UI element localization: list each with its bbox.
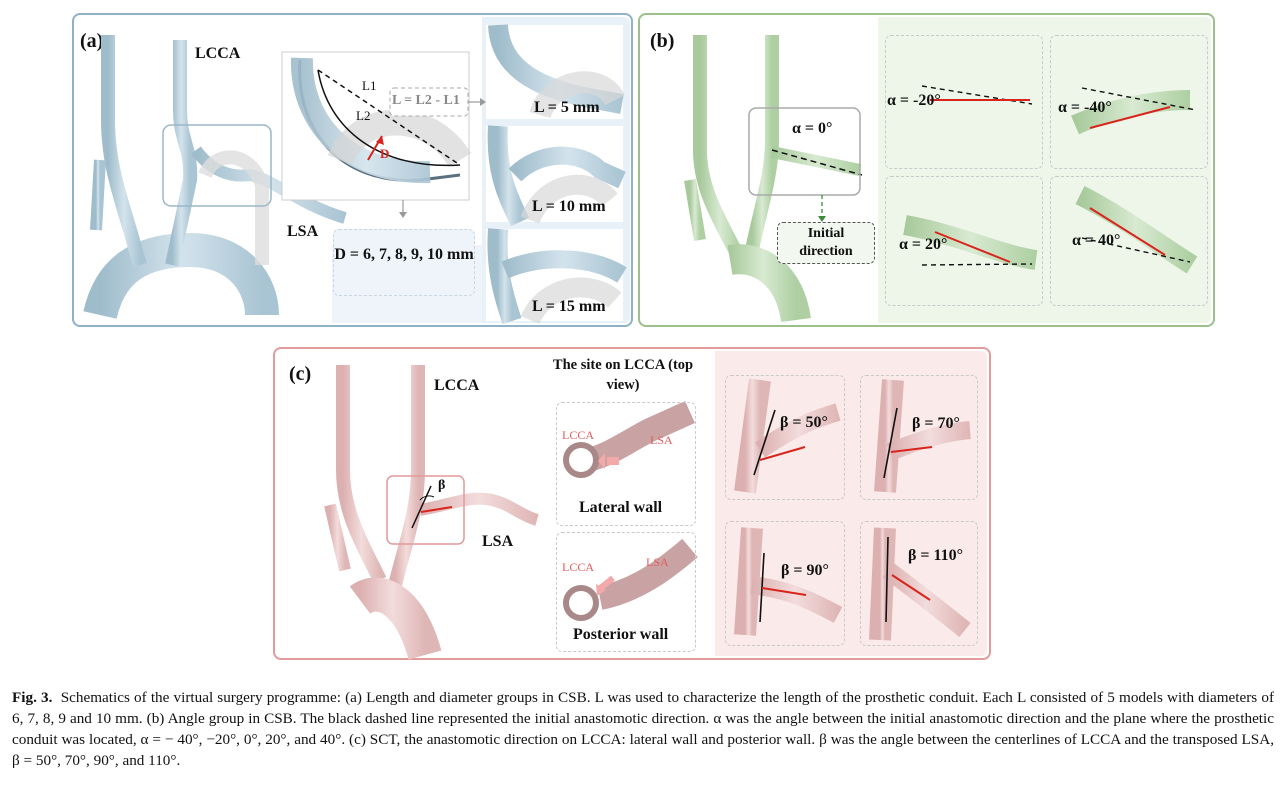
beta-90-label: β = 90° bbox=[781, 562, 829, 579]
caption-fig-number: Fig. 3. bbox=[12, 689, 53, 706]
length-5: L = 5 mm bbox=[534, 99, 600, 116]
caption-text: Schematics of the virtual surgery progra… bbox=[12, 689, 1275, 769]
panel-c-lsa-label: LSA bbox=[482, 533, 514, 550]
posterior-wall-frame bbox=[556, 532, 696, 652]
alpha-zero-label: α = 0° bbox=[792, 120, 833, 137]
initial-direction-box: Initial direction bbox=[777, 222, 875, 264]
panel-c-lcca-label: LCCA bbox=[434, 377, 480, 394]
l2-label: L2 bbox=[356, 108, 371, 123]
panel-b-label: (b) bbox=[650, 30, 675, 52]
lateral-lsa-label: LSA bbox=[650, 433, 673, 447]
beta-110-frame bbox=[860, 521, 978, 646]
lateral-wall-frame bbox=[556, 402, 696, 526]
length-formula: L = L2 - L1 bbox=[392, 93, 460, 108]
site-title: The site on LCCA (top view) bbox=[552, 357, 694, 393]
diameter-values: D = 6, 7, 8, 9, 10 mm bbox=[334, 246, 474, 263]
posterior-lsa-label: LSA bbox=[646, 555, 669, 569]
figure-caption: Fig. 3. Schematics of the virtual surger… bbox=[12, 687, 1274, 771]
panel-b-right-bg bbox=[878, 17, 1211, 323]
alpha-40-frame bbox=[1050, 176, 1208, 306]
initial-direction-label: Initial direction bbox=[799, 226, 853, 259]
length-10: L = 10 mm bbox=[532, 198, 606, 215]
beta-90-frame bbox=[725, 521, 845, 646]
alpha-minus20-label: α = -20° bbox=[887, 92, 941, 109]
alpha-minus40-label: α = -40° bbox=[1058, 99, 1112, 116]
beta-symbol: β bbox=[438, 478, 446, 493]
alpha-minus40-frame bbox=[1050, 35, 1208, 169]
beta-50-frame bbox=[725, 375, 845, 500]
panel-a-lcca-label: LCCA bbox=[195, 45, 241, 62]
panel-a-label: (a) bbox=[80, 30, 104, 52]
alpha-20-frame bbox=[885, 176, 1043, 306]
beta-110-label: β = 110° bbox=[908, 547, 964, 564]
panel-c-label: (c) bbox=[289, 363, 312, 385]
posterior-wall-label: Posterior wall bbox=[573, 626, 669, 643]
diameter-box: D = 6, 7, 8, 9, 10 mm bbox=[333, 229, 475, 296]
length-15: L = 15 mm bbox=[532, 298, 606, 315]
beta-50-label: β = 50° bbox=[780, 414, 828, 431]
beta-70-label: β = 70° bbox=[912, 415, 960, 432]
lateral-lcca-label: LCCA bbox=[562, 428, 595, 442]
alpha-20-label: α = 20° bbox=[899, 236, 948, 253]
panel-a-lsa-label: LSA bbox=[287, 223, 319, 240]
lateral-wall-label: Lateral wall bbox=[579, 499, 663, 516]
panel-b bbox=[638, 13, 1215, 327]
beta-70-frame bbox=[860, 375, 978, 500]
posterior-lcca-label: LCCA bbox=[562, 560, 595, 574]
d-mark-label: D bbox=[380, 146, 390, 161]
alpha-40-label: α = 40° bbox=[1072, 232, 1121, 249]
l1-label: L1 bbox=[362, 78, 377, 93]
alpha-minus20-frame bbox=[885, 35, 1043, 169]
